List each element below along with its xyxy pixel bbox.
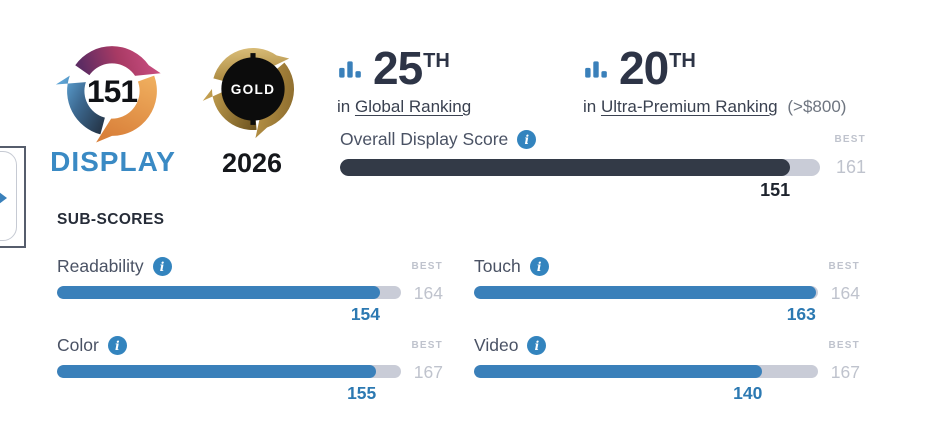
ultra-premium-ranking-block: 20TH in Ultra-Premium Ranking (>$800)	[583, 45, 847, 117]
subscore-bar	[57, 365, 401, 378]
global-rank-ordinal: TH	[423, 50, 450, 72]
ultra-premium-rank-number: 20	[619, 42, 669, 94]
bar-chart-icon	[339, 61, 361, 78]
score-ring-icon: 151	[55, 46, 161, 143]
subscore-color: Color i BEST 155 167	[57, 335, 443, 404]
bar-chart-icon	[585, 61, 607, 78]
overall-score-label: Overall Display Score	[340, 129, 509, 149]
subscore-bar	[474, 365, 818, 378]
best-label: BEST	[828, 261, 860, 272]
subscore-bar-fill	[57, 286, 381, 299]
subscore-best-value: 164	[830, 283, 860, 303]
global-ranking-block: 25TH in Global Ranking	[337, 45, 472, 117]
award-year: 2026	[221, 148, 283, 178]
best-label: BEST	[411, 261, 443, 272]
overall-score-bar	[340, 159, 820, 176]
subscore-value: 155	[347, 383, 377, 403]
overall-best-value: 161	[835, 157, 866, 177]
badge-score-text: 151	[87, 73, 137, 109]
overall-score-block: Overall Display Score i BEST 151 161	[340, 129, 866, 201]
subscore-value: 140	[733, 383, 763, 403]
info-icon[interactable]: i	[529, 257, 549, 276]
subscore-bar	[57, 286, 401, 299]
overall-score-bar-fill	[340, 159, 791, 176]
rank-prefix: in	[583, 97, 597, 116]
info-icon[interactable]: i	[107, 336, 127, 355]
badge-display-label: DISPLAY	[50, 146, 176, 177]
gold-medal-icon: GOLD	[202, 48, 294, 139]
best-label: BEST	[828, 340, 860, 351]
best-label: BEST	[411, 340, 443, 351]
subscore-bar-fill	[474, 365, 763, 378]
info-icon[interactable]: i	[527, 336, 547, 355]
price-note: (>$800)	[787, 97, 847, 116]
overall-score-value: 151	[760, 180, 791, 200]
display-score-badge: 151	[54, 33, 170, 154]
subscore-label: Color	[57, 335, 99, 355]
subscore-video: Video i BEST 140 167	[474, 335, 860, 404]
gold-tier-text: GOLD	[231, 82, 276, 97]
subscore-bar-fill	[474, 286, 816, 299]
subscore-bar-fill	[57, 365, 377, 378]
subscore-value: 154	[350, 304, 381, 324]
subscore-best-value: 167	[413, 362, 443, 382]
gold-award-badge: GOLD	[200, 36, 306, 147]
subscore-touch: Touch i BEST 163 164	[474, 256, 860, 325]
ultra-premium-ranking-link[interactable]: Ultra-Premium Ranking	[600, 97, 778, 116]
subscore-label: Video	[474, 335, 519, 355]
subscore-best-value: 167	[830, 362, 860, 382]
subscore-bar	[474, 286, 818, 299]
subscore-label: Touch	[474, 256, 521, 276]
global-rank-number: 25	[373, 42, 423, 94]
global-ranking-link[interactable]: Global Ranking	[354, 97, 472, 116]
subscore-best-value: 164	[413, 283, 443, 303]
subscore-readability: Readability i BEST 154 164	[57, 256, 443, 325]
best-label: BEST	[834, 134, 866, 145]
subscore-value: 163	[786, 304, 816, 324]
info-icon[interactable]: i	[517, 130, 537, 149]
rank-prefix: in	[337, 97, 351, 116]
subscore-label: Readability	[57, 256, 144, 276]
chevron-right-icon[interactable]	[0, 192, 7, 204]
info-icon[interactable]: i	[152, 257, 172, 276]
ultra-premium-rank-ordinal: TH	[669, 50, 696, 72]
subscores-heading: SUB-SCORES	[57, 211, 165, 228]
